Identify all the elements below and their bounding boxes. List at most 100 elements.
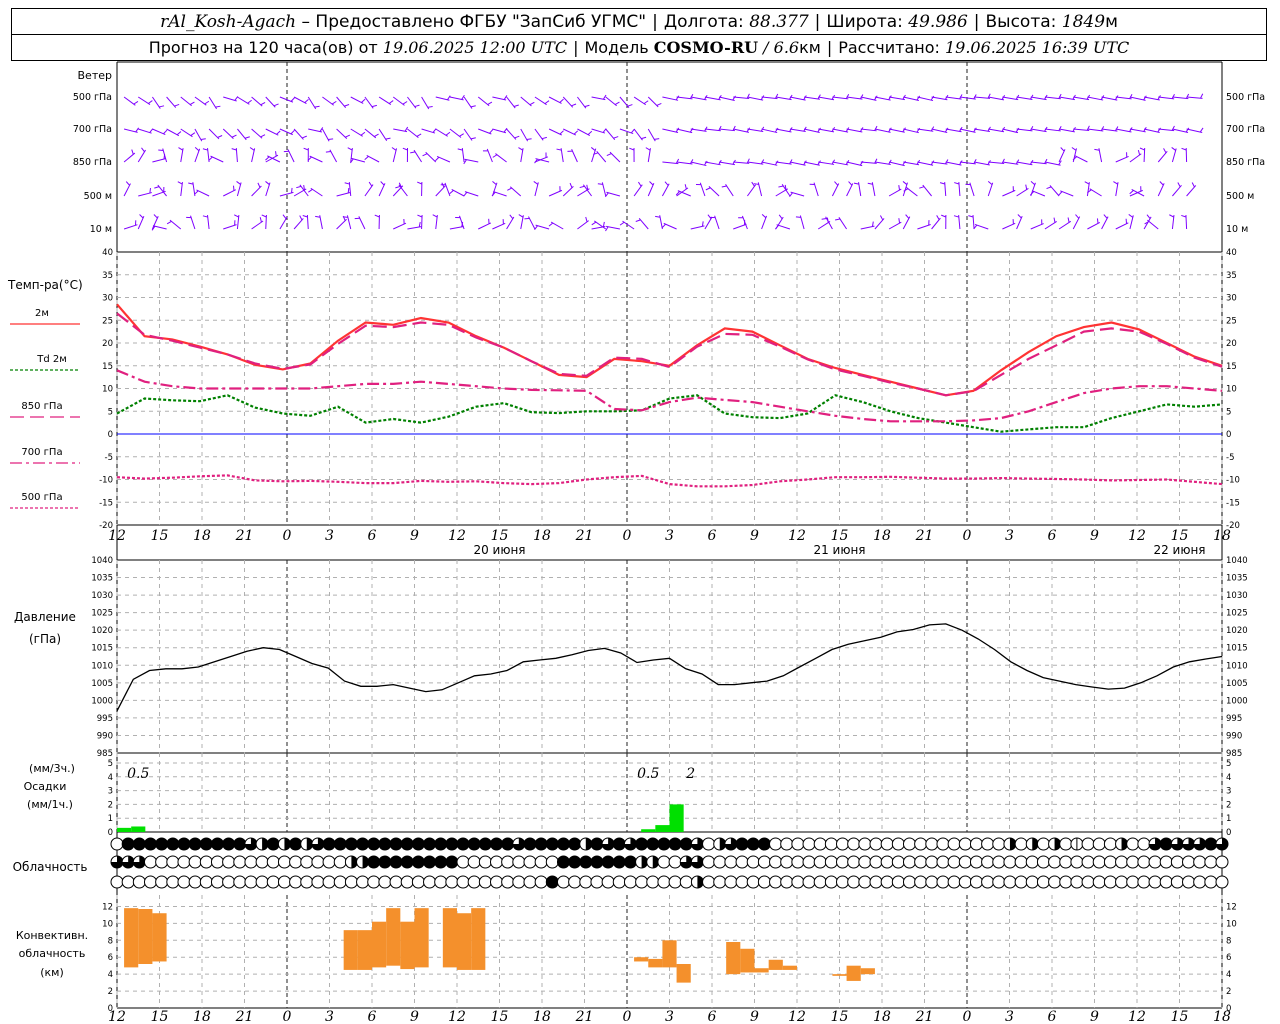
conv-bar [471,908,486,970]
wind-barb-flag [1177,182,1181,188]
conv-bar [400,921,415,970]
cloud-fill-half [1121,838,1128,850]
wind-barb-flag [492,154,498,158]
wind-barb [358,216,366,230]
wind-barb-flag [529,101,535,106]
wind-barb [493,191,507,197]
cloud-circle [266,875,280,889]
cloud-circle [1126,875,1140,889]
station-header: rAl_Kosh-Agach – Предоставлено ФГБУ "Зап… [11,8,1267,35]
wind-barb-flag [404,126,409,132]
cloud-symbol [1148,855,1162,869]
conv-bar [648,958,663,968]
temp-tick-left: 5 [108,407,113,417]
wind-barb [393,222,407,230]
cloud-circle [1148,855,1162,869]
wind-barb-flag [151,225,156,231]
cloud-symbol [344,855,358,869]
precip-title: Осадки [24,780,67,793]
conv-bar [846,965,861,981]
conv-unit: (км) [40,966,64,979]
wind-barb [761,161,778,166]
wind-barb [1158,96,1175,100]
cloud-symbol [579,837,593,851]
cloud-symbol [724,875,738,889]
cloud-symbol [545,837,559,851]
wind-barb [690,128,707,132]
cloud-circle [936,837,950,851]
cloud-symbol [902,875,916,889]
wind-barb-flag [447,95,451,101]
precip-tick-right: 5 [1226,759,1231,769]
wind-barb-flag [987,181,993,186]
cloud-circle [255,855,269,869]
wind-barb [987,182,994,197]
wind-barb [662,161,679,165]
cloud-circle [188,875,202,889]
wind-barb-flag [867,182,873,185]
cloud-circle [579,875,593,889]
wind-barb-flag [1084,181,1090,185]
cloud-fill-full [356,838,369,850]
wind-barb [464,158,479,163]
cloud-symbol [1081,855,1095,869]
cloud-fill-full [222,838,235,850]
wind-barb [606,191,621,197]
wind-barb [704,128,721,132]
wind-barb-flag [371,104,377,108]
cloud-symbol [322,855,336,869]
cloud-symbol [1059,875,1073,889]
wind-barb-flag [361,98,366,103]
cloud-circle [780,855,794,869]
wind-barb [393,128,408,133]
wind-barb-flag [491,191,496,197]
wind-barb-flag [675,127,680,133]
cloud-circle [902,875,916,889]
wind-barb-flag [1169,214,1174,218]
wind-barb [799,215,805,230]
cloud-circle [534,875,548,889]
wind-barb [336,218,347,230]
cloud-fill-full [758,838,771,850]
cloud-symbol [233,837,247,851]
cloud-circle [724,875,738,889]
wind-barb [123,152,136,163]
cloud-symbol [367,837,381,851]
wind-barb [180,148,184,163]
pressure-tick-left: 1040 [91,556,113,566]
cloud-fill-full [468,838,481,850]
conv-tick-left: 2 [108,987,113,997]
wind-barb [520,96,532,107]
cloud-symbol [411,855,425,869]
cloud-symbol [1115,855,1129,869]
wind-barb [152,96,161,109]
conv-bar [662,940,677,968]
cloud-symbol [1081,875,1095,889]
cloud-circle [1215,875,1229,889]
wind-barb [392,96,405,106]
wind-barb [733,161,750,164]
x-tick-label: 15 [151,528,169,544]
cloud-circle [746,875,760,889]
wind-barb-flag [135,127,140,133]
cloud-circle [824,837,838,851]
cloud-symbol [378,875,392,889]
cloud-symbol [568,855,582,869]
wind-barb [449,96,464,101]
wind-barb-flag [784,184,787,190]
temp-tick-right: 40 [1226,248,1237,258]
wind-barb [761,215,768,230]
precip-tick-left: 3 [108,787,113,797]
conv-title-2: облачность [19,947,86,960]
wind-barb [817,220,831,230]
x-tick-label: 15 [491,528,509,544]
wind-barb [1044,128,1061,132]
wind-barb [1115,222,1129,230]
wind-barb [874,128,891,133]
wind-barb [804,96,820,100]
x-tick-label: 18 [873,528,891,544]
cloud-symbol [166,855,180,869]
cloud-symbol [925,855,939,869]
wind-barb [534,156,549,163]
pressure-tick-left: 1020 [91,626,113,636]
